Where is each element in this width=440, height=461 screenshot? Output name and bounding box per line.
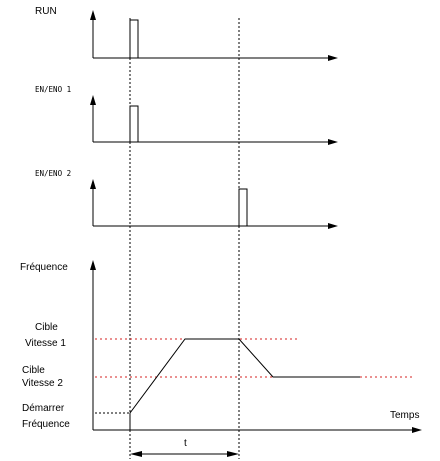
interval-left-arrow-icon: [130, 451, 142, 457]
run-pulse: [129, 19, 139, 58]
en-eno-1-label: EN/ENO 1: [35, 85, 71, 94]
run-label: RUN: [35, 6, 57, 17]
en2-x-arrow-icon: [328, 223, 338, 229]
start-frequency-label-line1: Démarrer: [22, 403, 65, 414]
target-2-label-line1: Cible: [22, 365, 45, 376]
frequency-axis-label: Fréquence: [20, 262, 68, 273]
run-x-arrow-icon: [328, 55, 338, 61]
target-2-label-line2: Vitesse 2: [22, 378, 63, 389]
interval-right-arrow-icon: [227, 451, 239, 457]
frequency-profile: [129, 338, 360, 430]
en2-pulse: [238, 188, 248, 226]
en1-y-arrow-icon: [90, 95, 96, 105]
time-x-arrow-icon: [412, 427, 422, 433]
target-1-label-line1: Cible: [35, 322, 58, 333]
interval-label: t: [184, 438, 187, 449]
target-1-label-line2: Vitesse 1: [25, 338, 66, 349]
en2-y-arrow-icon: [90, 179, 96, 189]
frequency-y-arrow-icon: [90, 260, 96, 270]
en1-pulse: [129, 105, 139, 142]
en1-x-arrow-icon: [328, 139, 338, 145]
time-axis-label: Temps: [390, 410, 419, 421]
en-eno-2-label: EN/ENO 2: [35, 169, 71, 178]
run-y-arrow-icon: [90, 10, 96, 20]
start-frequency-label-line2: Fréquence: [22, 419, 70, 430]
